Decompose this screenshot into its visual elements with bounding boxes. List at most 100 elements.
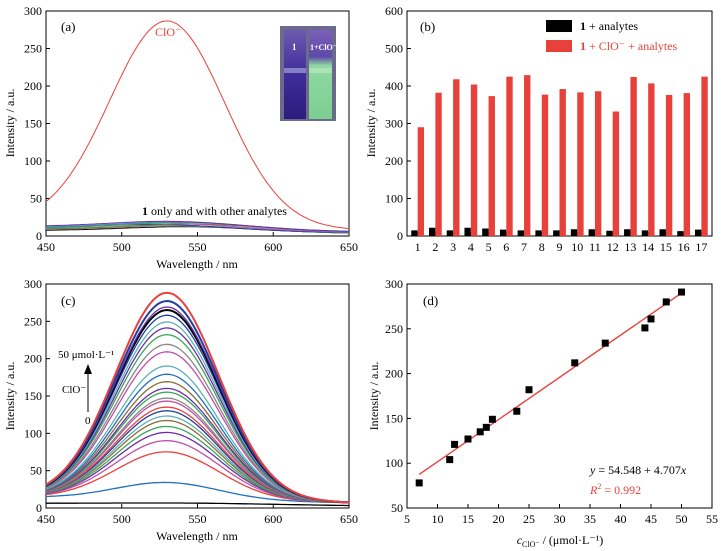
panel-d-xtick-label: 55	[706, 512, 718, 526]
panel-a-series-line	[46, 220, 350, 232]
panel-a-xlabel: Wavelength / nm	[156, 257, 238, 271]
panel-b-xtick-label: 7	[521, 240, 527, 254]
panel-b-xtick-label: 10	[571, 240, 583, 254]
panel-d-xtick-label: 15	[462, 512, 474, 526]
panel-d-xtick-label: 30	[554, 512, 566, 526]
bar-analytes	[464, 227, 471, 236]
panel-d-ytick-label: 250	[385, 322, 403, 336]
panel-c-series-line	[46, 502, 349, 507]
bar-clo-analytes	[630, 77, 637, 236]
panel-c-xtick-label: 500	[113, 512, 131, 526]
data-point	[641, 324, 649, 332]
panel-c: 0 50 100 150 200 250 300 450 500 550 600 650 (c) 50…	[3, 277, 358, 543]
data-point	[571, 359, 579, 367]
arrow-top-label: 50 μmol·L⁻¹	[58, 349, 114, 361]
panel-c-series-line	[45, 291, 350, 504]
panel-c-curves	[45, 291, 350, 507]
bar-clo-analytes	[648, 83, 655, 236]
panel-d-xtick-label: 50	[676, 512, 688, 526]
panel-c-ytick-label: 300	[24, 277, 42, 291]
bar-analytes	[588, 229, 595, 236]
panel-c-ytick-label: 100	[24, 426, 42, 440]
bar-clo-analytes	[506, 76, 513, 236]
bar-clo-analytes	[417, 127, 425, 236]
bar-analytes	[677, 231, 684, 236]
bar-clo-analytes	[453, 79, 460, 236]
panel-b-xtick-label: 6	[503, 240, 509, 254]
panel-b-xtick-label: 12	[607, 240, 619, 254]
panel-d: 50 100 150 200 250 300 5 10 15 20 25 30 35 40 45 50 55 (…	[367, 277, 718, 549]
panel-a-clo-annotation: ClO⁻	[155, 25, 181, 39]
panel-b-xtick-label: 1	[415, 240, 421, 254]
panel-a-xtick-label: 600	[264, 240, 282, 254]
panel-c-series-line	[45, 400, 350, 504]
bar-analytes	[446, 230, 454, 236]
bar-clo-analytes	[701, 76, 708, 236]
panel-c-xtick-label: 550	[189, 512, 207, 526]
panel-c-ytick-label: 250	[24, 314, 42, 328]
panel-d-ytick-label: 100	[385, 456, 403, 470]
bar-clo-analytes	[612, 111, 620, 236]
panel-d-xtick-label: 10	[432, 512, 444, 526]
r-squared: R2 = 0.992	[589, 482, 641, 497]
annotation-rest: only and with other analytes	[148, 204, 287, 218]
panel-a-ytick-label: 100	[24, 154, 42, 168]
panel-d-ylabel: Intensity / a.u.	[367, 362, 381, 431]
panel-b-ytick-label: 400	[385, 79, 403, 93]
panel-d-xtick-label: 25	[523, 512, 535, 526]
bar-clo-analytes	[559, 89, 566, 236]
panel-a-xtick-label: 500	[113, 240, 131, 254]
bar-analytes	[553, 230, 560, 236]
panel-d-label: (d)	[423, 293, 438, 308]
panel-d-xtick-label: 35	[584, 512, 596, 526]
legend-entry-1: 1 + analytes	[580, 19, 638, 33]
bar-analytes	[606, 230, 613, 236]
inset-label-right: 1+ClO⁻	[310, 43, 337, 52]
panel-a-analytes-annotation: 1 only and with other analytes	[142, 204, 287, 218]
bar-clo-analytes	[524, 75, 531, 236]
fit-line	[418, 292, 682, 475]
panel-c-ylabel: Intensity / a.u.	[3, 362, 17, 431]
bar-clo-analytes	[577, 92, 584, 236]
panel-b-xtick-label: 2	[432, 240, 438, 254]
bar-clo-analytes	[541, 94, 549, 236]
bar-clo-analytes	[683, 93, 691, 236]
panel-a: 0 50 100 150 200 250 300 450 500 550 600 650 (a) Cl…	[3, 4, 358, 271]
panel-c-xtick-label: 600	[264, 512, 282, 526]
panel-b-xtick-label: 9	[557, 240, 563, 254]
panel-b-ytick-label: 300	[385, 117, 403, 131]
fit-equation: y = 54.548 + 4.707x	[589, 463, 687, 477]
bar-clo-analytes	[594, 91, 602, 236]
vial-photo-inset: 1 1+ClO⁻	[280, 26, 337, 121]
panel-b-label: (b)	[420, 19, 435, 34]
panel-c-frame	[45, 283, 350, 509]
panel-b-legend: 1 + analytes 1 + ClO⁻ + analytes	[546, 19, 678, 53]
inset-label-left: 1	[292, 42, 297, 52]
panel-a-ytick-label: 250	[24, 42, 42, 56]
panel-c-xlabel: Wavelength / nm	[156, 529, 238, 543]
panel-a-xtick-label: 450	[37, 240, 55, 254]
arrow-bottom-label: 0	[85, 415, 91, 427]
panel-a-label: (a)	[61, 19, 75, 34]
legend-swatch-red	[546, 40, 572, 52]
data-point	[601, 339, 609, 347]
panel-d-axes: 50 100 150 200 250 300 5 10 15 20 25 30 35 40 45 50 55	[385, 277, 718, 526]
bar-analytes	[499, 229, 507, 236]
panel-c-xtick-label: 450	[37, 512, 55, 526]
panel-b-xtick-label: 11	[589, 240, 601, 254]
panel-a-xtick-label: 650	[340, 240, 358, 254]
panel-b-xtick-label: 14	[642, 240, 654, 254]
panel-b-ytick-label: 100	[385, 192, 403, 206]
data-point	[662, 298, 670, 306]
panel-b-ylabel: Intensity / a.u.	[364, 89, 378, 158]
r2-superscript: 2	[597, 482, 601, 491]
bar-clo-analytes	[435, 92, 442, 236]
panel-d-xtick-label: 20	[493, 512, 505, 526]
panel-b-xtick-label: 5	[486, 240, 492, 254]
panel-b-ytick-label: 0	[397, 229, 403, 243]
data-point	[513, 407, 521, 415]
bar-analytes	[570, 229, 578, 236]
